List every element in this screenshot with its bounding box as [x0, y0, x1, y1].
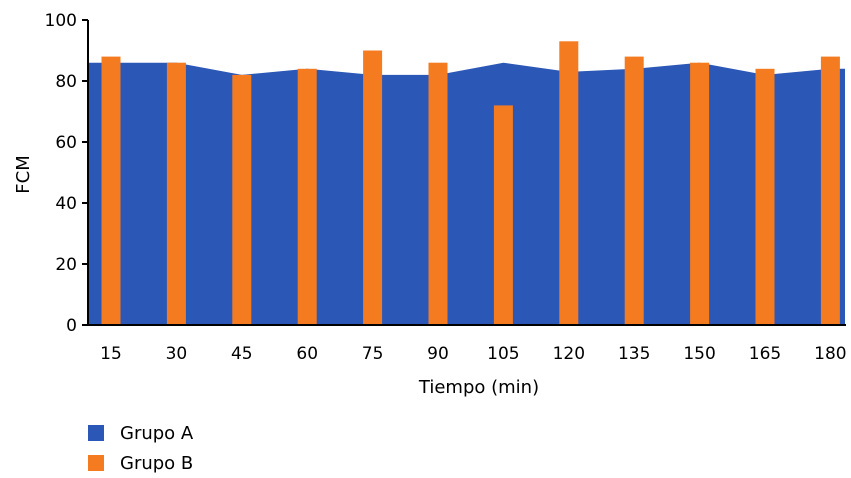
x-tick-label-165: 165	[749, 344, 781, 364]
x-tick-label-105: 105	[487, 344, 519, 364]
legend: Grupo A Grupo B	[88, 418, 193, 478]
x-tick-label-150: 150	[683, 344, 715, 364]
series-grupo-b	[101, 41, 840, 326]
bar-grupo-b-135	[624, 56, 644, 325]
bar-grupo-b-180	[820, 56, 840, 325]
bar-grupo-b-105	[493, 105, 513, 326]
y-tick-label-40: 40	[55, 194, 77, 214]
x-tick-label-15: 15	[100, 344, 122, 364]
y-tick-label-60: 60	[55, 133, 77, 153]
legend-label-grupo-b: Grupo B	[120, 452, 194, 474]
bar-grupo-b-165	[755, 68, 775, 326]
bar-grupo-b-30	[166, 62, 186, 325]
x-tick-label-60: 60	[296, 344, 318, 364]
x-tick-label-30: 30	[166, 344, 188, 364]
x-tick-label-45: 45	[231, 344, 253, 364]
x-tick-label-135: 135	[618, 344, 650, 364]
series-grupo-a	[89, 62, 845, 325]
x-tick-label-90: 90	[427, 344, 449, 364]
bar-grupo-b-120	[559, 41, 579, 326]
bar-grupo-b-90	[428, 62, 448, 325]
y-tick-label-20: 20	[55, 255, 77, 275]
y-tick-label-80: 80	[55, 72, 77, 92]
y-axis-title: FCM	[13, 155, 34, 193]
x-tick-label-75: 75	[362, 344, 384, 364]
y-tick-label-0: 0	[66, 316, 77, 336]
x-tick-label-120: 120	[553, 344, 585, 364]
legend-item-grupo-a: Grupo A	[88, 418, 193, 448]
legend-item-grupo-b: Grupo B	[88, 448, 193, 478]
x-axis-title: Tiempo (min)	[418, 377, 539, 398]
bar-grupo-b-45	[232, 74, 252, 326]
bar-grupo-b-150	[690, 62, 710, 325]
area-grupo-a	[89, 62, 845, 325]
legend-label-grupo-a: Grupo A	[120, 422, 194, 444]
bar-grupo-b-15	[101, 56, 121, 325]
y-tick-label-100: 100	[45, 11, 77, 31]
y-axis-ticks: 0 20 40 60 80 100	[45, 11, 88, 336]
legend-swatch-grupo-a	[88, 425, 104, 441]
chart: 0 20 40 60 80 100 15 30 45 60 75 90 105 120 135 150 165…	[13, 11, 847, 398]
x-tick-label-180: 180	[814, 344, 846, 364]
bar-grupo-b-60	[297, 68, 317, 326]
x-axis-ticks: 15 30 45 60 75 90 105 120 135 150 165 180	[100, 344, 846, 364]
legend-swatch-grupo-b	[88, 455, 104, 471]
bar-grupo-b-75	[363, 50, 383, 325]
